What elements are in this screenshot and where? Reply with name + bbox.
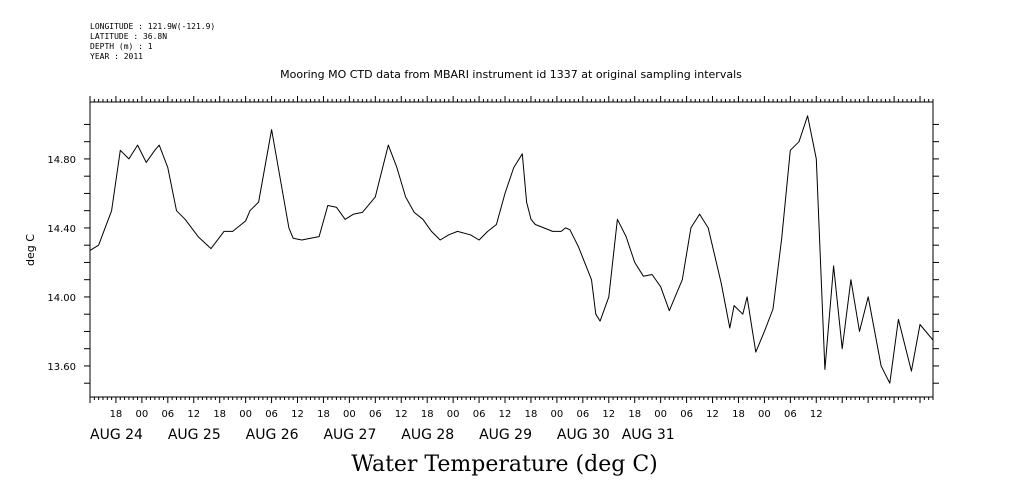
temperature-series-line xyxy=(89,115,934,384)
x-tick-label: 00 xyxy=(343,409,356,420)
x-tick-label: 12 xyxy=(810,409,823,420)
x-tick-label: 00 xyxy=(239,409,252,420)
x-tick-label: 12 xyxy=(187,409,200,420)
x-tick-label: 18 xyxy=(421,409,434,420)
x-date-label: AUG 24 xyxy=(90,427,143,443)
x-tick-label: 12 xyxy=(499,409,512,420)
x-tick-label: 00 xyxy=(758,409,771,420)
x-date-label: AUG 26 xyxy=(246,427,299,443)
chart-title: Mooring MO CTD data from MBARI instrumen… xyxy=(280,68,742,81)
x-tick-label: 12 xyxy=(395,409,408,420)
y-tick-label: 13.60 xyxy=(47,362,76,373)
series-layer xyxy=(89,115,934,384)
plot-frame xyxy=(89,101,934,398)
x-date-label: AUG 31 xyxy=(622,427,675,443)
meta-latitude: LATITUDE : 36.8N xyxy=(90,32,168,41)
x-tick-label: 06 xyxy=(473,409,486,420)
x-tick-label: 06 xyxy=(680,409,693,420)
x-tick-label: 12 xyxy=(291,409,304,420)
bottom-axis-ticks xyxy=(89,397,934,403)
x-tick-label: 18 xyxy=(628,409,641,420)
y-tick-label: 14.40 xyxy=(47,224,76,235)
bottom-title: Water Temperature (deg C) xyxy=(351,452,658,477)
metadata-block: LONGITUDE : 121.9W(-121.9) LATITUDE : 36… xyxy=(90,22,215,62)
meta-longitude: LONGITUDE : 121.9W(-121.9) xyxy=(90,22,216,31)
x-date-label: AUG 29 xyxy=(479,427,532,443)
x-date-label: AUG 25 xyxy=(168,427,221,443)
x-date-labels: AUG 24 AUG 25 AUG 26 AUG 27 AUG 28 AUG 29 AUG … xyxy=(90,427,675,443)
y-axis-ticks xyxy=(84,123,939,384)
x-tick-label: 18 xyxy=(213,409,226,420)
x-tick-label: 12 xyxy=(602,409,615,420)
y-tick-label: 14.00 xyxy=(47,293,76,304)
meta-depth: DEPTH (m) : 1 xyxy=(90,42,153,51)
x-tick-label: 12 xyxy=(706,409,719,420)
y-axis-label: deg C xyxy=(24,234,37,266)
x-tick-label: 06 xyxy=(784,409,797,420)
y-tick-label: 14.80 xyxy=(47,155,76,166)
x-tick-label: 06 xyxy=(369,409,382,420)
x-tick-label: 06 xyxy=(161,409,174,420)
x-tick-label: 00 xyxy=(447,409,460,420)
x-tick-label: 00 xyxy=(654,409,667,420)
y-tick-labels: 13.60 14.00 14.40 14.80 xyxy=(47,155,76,373)
x-tick-label: 00 xyxy=(551,409,564,420)
x-tick-label: 06 xyxy=(265,409,278,420)
x-date-label: AUG 27 xyxy=(323,427,376,443)
top-axis-ticks xyxy=(89,96,934,102)
x-date-label: AUG 30 xyxy=(557,427,610,443)
x-tick-label: 00 xyxy=(136,409,149,420)
x-tick-label: 18 xyxy=(732,409,745,420)
x-tick-label: 18 xyxy=(317,409,330,420)
x-tick-label: 18 xyxy=(525,409,538,420)
x-tick-label: 06 xyxy=(576,409,589,420)
x-date-label: AUG 28 xyxy=(401,427,454,443)
x-tick-labels: 18 00 06 12 18 00 06 12 18 00 06 12 18 00 06 12 18 00 06 12… xyxy=(110,409,823,420)
x-tick-label: 18 xyxy=(110,409,123,420)
meta-year: YEAR : 2011 xyxy=(90,52,143,61)
